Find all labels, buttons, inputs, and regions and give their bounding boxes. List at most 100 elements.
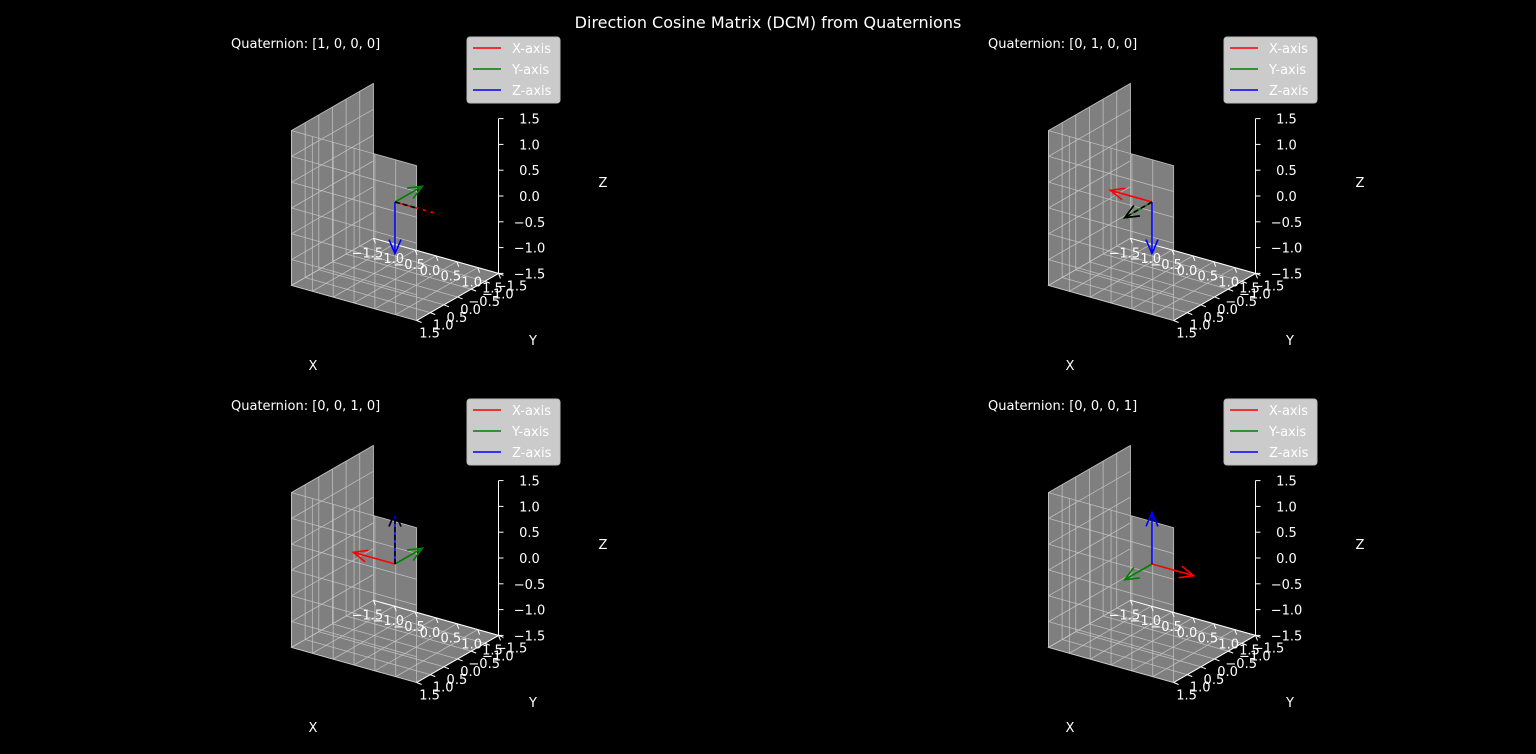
x-tick — [414, 249, 418, 256]
legend: X-axis Y-axis Z-axis — [466, 398, 561, 466]
x-tick — [372, 600, 376, 606]
z-tick-label: 0.0 — [1276, 190, 1297, 205]
y-axis-arrow-head — [1122, 567, 1140, 581]
x-tick — [1171, 611, 1175, 618]
subplot-title: Quaternion: [1, 0, 0, 0] — [231, 37, 380, 52]
x-tick-label: 1.0 — [461, 638, 482, 653]
subplot-3: −1.5−1.5−1.5−1.0−1.0−1.0−0.5−0.5−0.50.00… — [231, 398, 608, 736]
gridline — [291, 647, 417, 683]
z-tick-label: 0.0 — [519, 552, 540, 567]
x-tick — [393, 605, 397, 612]
z-tick-label: −1.0 — [1271, 242, 1303, 257]
x-tick-label: 0.5 — [1197, 270, 1218, 285]
y-tick-label: 0.0 — [460, 303, 481, 318]
legend-label: Y-axis — [511, 425, 549, 440]
subplot-title: Quaternion: [0, 0, 1, 0] — [231, 399, 380, 414]
dashed-vector-head — [1122, 205, 1140, 219]
y-tick-label: 1.5 — [419, 327, 440, 342]
x-tick — [372, 238, 376, 244]
x-tick — [1213, 261, 1217, 267]
z-tick-label: 0.5 — [1276, 526, 1297, 541]
x-tick-label: −1.5 — [352, 246, 384, 261]
subplot-grid: −1.5−1.5−1.5−1.0−1.0−1.0−0.5−0.5−0.50.00… — [231, 36, 1365, 736]
y-tick — [484, 280, 491, 284]
x-axis-arrow-head — [1108, 187, 1126, 201]
subplot-1: −1.5−1.5−1.5−1.0−1.0−1.0−0.5−0.5−0.50.00… — [231, 36, 608, 374]
y-tick-label: −0.5 — [1225, 295, 1257, 310]
legend-label: Z-axis — [1269, 446, 1309, 461]
z-tick-label: 0.5 — [519, 526, 540, 541]
legend-label: Y-axis — [1268, 425, 1306, 440]
y-tick — [1241, 642, 1248, 646]
gridline — [291, 285, 417, 321]
y-axis-label: Y — [528, 696, 537, 711]
gridline — [1048, 647, 1174, 683]
dashed-vector-head — [388, 510, 402, 527]
legend: X-axis Y-axis Z-axis — [1223, 398, 1318, 466]
z-tick-label: −1.5 — [514, 629, 546, 644]
y-axis-arrow — [1124, 563, 1153, 581]
x-tick-label: 1.5 — [1239, 281, 1260, 296]
legend-label: X-axis — [1269, 404, 1308, 419]
y-tick-label: −0.5 — [468, 657, 500, 672]
y-tick-label: 1.0 — [433, 319, 454, 334]
x-axis-label: X — [309, 721, 318, 736]
legend-label: Y-axis — [511, 63, 549, 78]
y-tick — [1200, 304, 1207, 308]
legend-box — [1223, 36, 1318, 104]
x-tick — [477, 629, 481, 635]
y-axis-label: Y — [1285, 696, 1294, 711]
x-tick — [435, 617, 439, 624]
gridline — [1048, 470, 1131, 519]
y-tick — [1200, 666, 1207, 670]
x-tick-label: 0.5 — [1197, 632, 1218, 647]
x-axis-arrow — [353, 551, 396, 565]
y-tick-label: −0.5 — [1225, 657, 1257, 672]
x-tick-label: −1.5 — [352, 608, 384, 623]
z-axis-label: Z — [1356, 176, 1365, 191]
x-tick-label: −1.5 — [1109, 608, 1141, 623]
y-tick — [416, 320, 422, 323]
z-tick-label: −1.5 — [1271, 629, 1303, 644]
gridline — [291, 470, 374, 519]
y-tick-label: −1.0 — [482, 649, 514, 664]
x-tick-label: 1.5 — [482, 643, 503, 658]
gridline — [1048, 285, 1174, 321]
y-tick — [457, 658, 463, 662]
x-tick-label: 1.0 — [1218, 638, 1239, 653]
legend-label: Y-axis — [1268, 63, 1306, 78]
y-tick-label: 1.0 — [1190, 319, 1211, 334]
y-tick — [443, 304, 450, 308]
z-tick-label: 1.5 — [1276, 475, 1297, 490]
y-tick-label: −1.0 — [1239, 287, 1271, 302]
z-axis-arrow-head — [1145, 239, 1159, 256]
y-tick — [1187, 312, 1193, 316]
z-tick-label: 1.0 — [1276, 500, 1297, 515]
dashed-vector — [394, 201, 437, 215]
y-tick — [1228, 650, 1234, 654]
y-tick — [1214, 658, 1220, 662]
x-tick-label: 1.0 — [1218, 276, 1239, 291]
y-tick — [1173, 320, 1179, 323]
subplot-2: −1.5−1.5−1.5−1.0−1.0−1.0−0.5−0.5−0.50.00… — [988, 36, 1365, 374]
y-tick — [430, 312, 436, 316]
x-tick — [1129, 600, 1133, 606]
x-tick — [1255, 273, 1258, 279]
x-tick-label: −1.5 — [1109, 246, 1141, 261]
z-tick-label: 1.0 — [519, 138, 540, 153]
x-tick — [456, 261, 460, 267]
y-tick-label: 0.0 — [1217, 303, 1238, 318]
x-tick — [498, 273, 501, 279]
y-tick-label: 0.5 — [1204, 311, 1225, 326]
y-tick-label: −1.5 — [1253, 641, 1285, 656]
dashed-vector-head — [421, 203, 439, 217]
dashed-vector — [1124, 201, 1153, 219]
gridline — [305, 639, 431, 676]
z-tick-label: 0.0 — [519, 190, 540, 205]
z-tick-label: 1.5 — [519, 113, 540, 128]
x-tick — [414, 611, 418, 618]
x-tick — [1192, 617, 1196, 624]
y-tick — [430, 674, 436, 678]
z-tick-label: −1.5 — [1271, 267, 1303, 282]
